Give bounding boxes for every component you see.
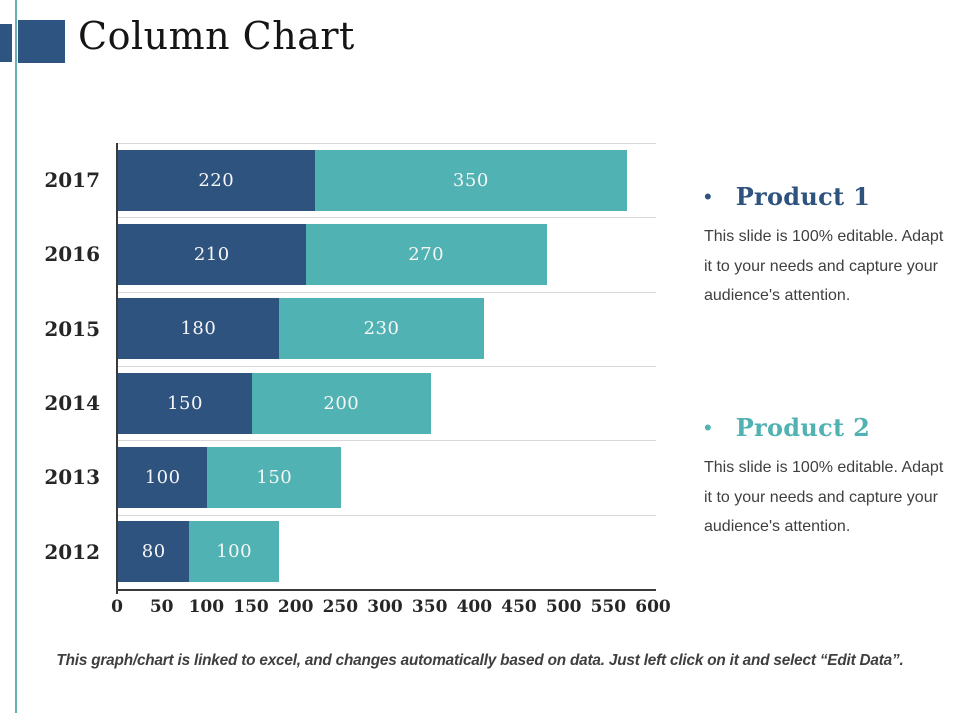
legend-item-product-1: • Product 1 This slide is 100% editable.… bbox=[704, 182, 952, 311]
bullet-icon: • bbox=[704, 183, 712, 209]
bar-segment-product-1[interactable]: 150 bbox=[118, 372, 252, 434]
legend-item-product-2: • Product 2 This slide is 100% editable.… bbox=[704, 413, 952, 542]
category-label: 2017 bbox=[44, 168, 100, 193]
bar-segment-product-2[interactable]: 200 bbox=[252, 372, 431, 434]
bar-segment-product-1[interactable]: 100 bbox=[118, 447, 208, 508]
legend-title-product-2: Product 2 bbox=[735, 413, 871, 442]
bar-value-label: 220 bbox=[198, 169, 235, 191]
bar-value-label: 200 bbox=[323, 392, 360, 414]
bar-value-label: 180 bbox=[180, 318, 217, 340]
category-label: 2015 bbox=[44, 316, 100, 341]
bar-value-label: 100 bbox=[216, 541, 253, 563]
legend-body-text: This slide is 100% editable. Adapt it to… bbox=[704, 228, 944, 304]
bullet-icon: • bbox=[704, 414, 712, 440]
gridline bbox=[117, 143, 656, 144]
x-tick-label: 150 bbox=[233, 597, 269, 617]
bar-value-label: 210 bbox=[193, 244, 230, 265]
legend-body-text: This slide is 100% editable. Adapt it to… bbox=[704, 459, 944, 535]
x-tick-label: 0 bbox=[111, 597, 123, 617]
bar-segment-product-2[interactable]: 270 bbox=[305, 224, 547, 285]
category-label: 2013 bbox=[44, 465, 100, 490]
x-tick-label: 400 bbox=[456, 597, 493, 617]
bar-value-label: 270 bbox=[408, 244, 445, 265]
x-tick-label: 50 bbox=[149, 597, 174, 617]
gridline bbox=[117, 217, 656, 219]
bar-value-label: 80 bbox=[141, 541, 166, 563]
legend-title-product-1: Product 1 bbox=[735, 182, 871, 211]
category-label: 2012 bbox=[44, 539, 100, 564]
x-tick-label: 550 bbox=[590, 597, 627, 617]
category-label: 2014 bbox=[44, 391, 100, 416]
x-tick-label: 450 bbox=[501, 597, 537, 617]
bar-segment-product-1[interactable]: 180 bbox=[118, 298, 279, 360]
bar-value-label: 100 bbox=[144, 467, 181, 488]
bar-segment-product-2[interactable]: 350 bbox=[314, 149, 628, 211]
category-label: 2016 bbox=[44, 242, 100, 267]
gridline bbox=[117, 514, 656, 516]
footer-caption: This graph/chart is linked to excel, and… bbox=[56, 652, 904, 669]
gridline bbox=[117, 366, 656, 367]
bar-segment-product-1[interactable]: 80 bbox=[118, 521, 190, 583]
x-axis-line bbox=[116, 589, 656, 591]
bar-segment-product-1[interactable]: 220 bbox=[118, 149, 315, 211]
bar-segment-product-2[interactable]: 230 bbox=[278, 298, 485, 360]
gridline bbox=[117, 291, 656, 293]
x-tick-label: 500 bbox=[545, 597, 582, 617]
gridline bbox=[117, 440, 656, 442]
title-accent-bar-left bbox=[0, 24, 12, 62]
title-accent-square bbox=[18, 20, 65, 63]
vertical-accent-line bbox=[15, 0, 17, 713]
x-tick-label: 200 bbox=[277, 597, 314, 617]
x-tick-label: 250 bbox=[322, 597, 359, 617]
y-axis-line bbox=[116, 143, 118, 594]
bar-segment-product-1[interactable]: 210 bbox=[118, 224, 306, 285]
x-tick-label: 350 bbox=[411, 597, 448, 617]
x-tick-label: 100 bbox=[188, 597, 225, 617]
bar-value-label: 150 bbox=[256, 467, 293, 488]
bar-segment-product-2[interactable]: 150 bbox=[207, 447, 342, 508]
bar-value-label: 150 bbox=[167, 392, 203, 414]
page-title: Column Chart bbox=[78, 14, 355, 58]
bar-value-label: 350 bbox=[452, 169, 489, 191]
legend-heading: • Product 1 bbox=[704, 182, 952, 211]
bar-value-label: 230 bbox=[363, 318, 400, 340]
bar-segment-product-2[interactable]: 100 bbox=[189, 521, 279, 583]
x-tick-label: 600 bbox=[635, 597, 671, 617]
x-tick-label: 300 bbox=[367, 597, 403, 617]
legend-heading: • Product 2 bbox=[704, 413, 952, 442]
